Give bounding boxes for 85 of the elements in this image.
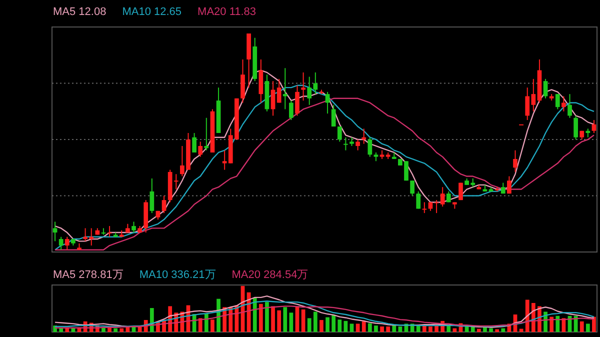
bar xyxy=(580,321,584,332)
bar xyxy=(313,312,318,332)
candlestick xyxy=(282,68,288,110)
bar xyxy=(386,326,390,332)
bar xyxy=(398,326,402,332)
bar xyxy=(428,326,432,332)
candlestick xyxy=(568,94,572,118)
bar xyxy=(495,329,500,332)
candlestick xyxy=(192,132,196,153)
candlestick xyxy=(555,94,560,110)
candlestick xyxy=(368,136,372,158)
candlestick xyxy=(416,190,421,210)
candlestick xyxy=(562,96,566,112)
bar xyxy=(374,326,378,332)
bar xyxy=(344,320,348,332)
bar xyxy=(586,324,590,332)
candlestick xyxy=(198,141,203,158)
candlestick xyxy=(276,78,282,104)
bar xyxy=(422,326,426,332)
candlestick xyxy=(270,80,276,116)
bar xyxy=(476,328,481,332)
bar xyxy=(252,298,257,332)
candlestick xyxy=(356,139,360,151)
bar xyxy=(301,309,306,332)
candlestick xyxy=(295,84,300,116)
bar xyxy=(446,326,451,332)
candlestick xyxy=(592,120,596,134)
candlestick xyxy=(64,236,70,250)
bar xyxy=(392,326,396,332)
bar xyxy=(489,328,493,332)
bar xyxy=(114,328,118,332)
candlestick xyxy=(410,180,414,196)
bar xyxy=(556,316,560,332)
bar xyxy=(289,312,294,332)
bar xyxy=(470,326,475,332)
bar xyxy=(198,318,202,332)
candlestick xyxy=(107,226,112,238)
bar xyxy=(350,324,354,332)
bar xyxy=(283,307,288,332)
bar xyxy=(326,317,330,332)
candlestick xyxy=(132,221,136,234)
candlestick xyxy=(440,186,445,208)
bar xyxy=(265,302,269,332)
candlestick xyxy=(513,150,518,172)
bar xyxy=(362,321,366,332)
bar xyxy=(434,326,438,332)
bar xyxy=(356,324,360,332)
candlestick xyxy=(162,195,166,214)
candlestick xyxy=(240,58,245,104)
bar xyxy=(368,323,372,332)
candlestick xyxy=(507,176,512,194)
bar xyxy=(483,327,487,332)
candlestick xyxy=(574,115,578,140)
bar xyxy=(380,326,384,332)
bar xyxy=(204,314,208,332)
candlestick xyxy=(58,236,64,250)
candlestick xyxy=(331,104,336,128)
bar xyxy=(258,304,263,332)
bar xyxy=(271,306,275,332)
candlestick xyxy=(362,128,366,144)
bar xyxy=(332,314,336,332)
candlestick xyxy=(543,78,548,99)
candlestick xyxy=(52,221,58,242)
candlestick xyxy=(301,72,306,102)
candlestick xyxy=(150,178,154,214)
candlestick xyxy=(422,202,427,214)
candlestick xyxy=(337,126,342,142)
bar xyxy=(59,328,64,332)
bar xyxy=(307,318,312,332)
candlestick xyxy=(258,58,264,104)
candlestick xyxy=(204,117,209,151)
candlestick xyxy=(325,91,330,114)
bar xyxy=(320,320,324,332)
bar xyxy=(277,310,282,332)
bar xyxy=(592,316,596,332)
candlestick xyxy=(434,200,439,214)
candlestick xyxy=(344,136,348,151)
bar xyxy=(120,328,124,332)
candlestick xyxy=(289,100,294,121)
bar xyxy=(210,320,214,332)
legend: MA5 278.81万 MA10 336.21万 MA20 284.54万 xyxy=(53,269,308,281)
bar xyxy=(102,327,106,332)
legend: MA5 12.08 MA10 12.65 MA20 11.83 xyxy=(53,6,256,18)
bar xyxy=(338,320,342,332)
bar xyxy=(501,328,506,332)
